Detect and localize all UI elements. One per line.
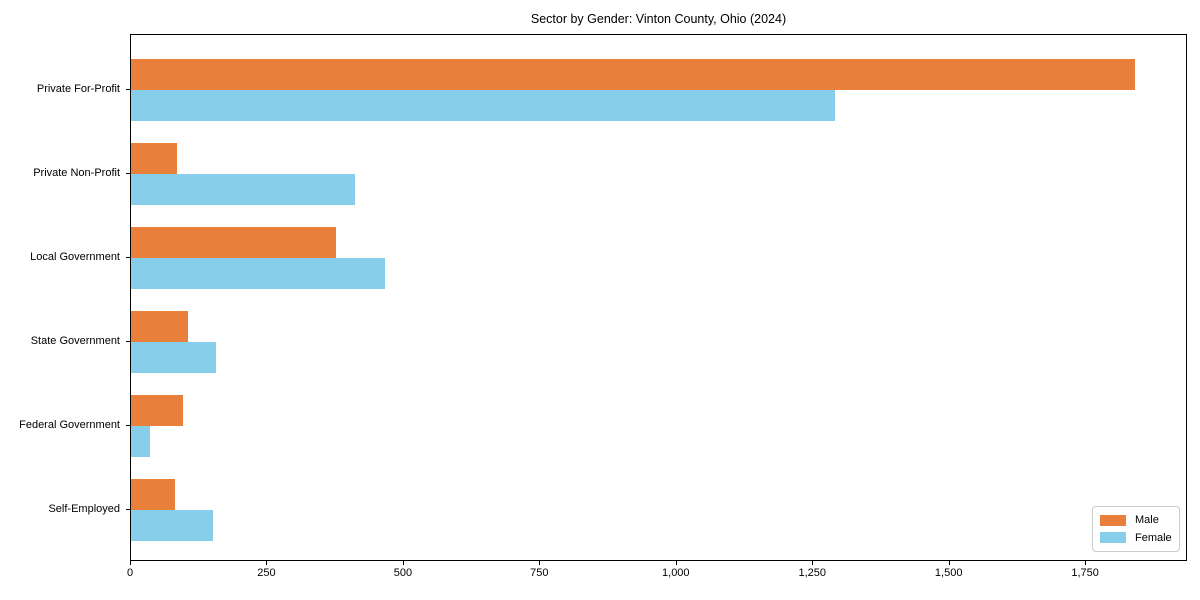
bar-female-2	[131, 257, 385, 289]
legend-label-female: Female	[1135, 531, 1172, 544]
x-tick-label-7: 1,750	[1071, 567, 1099, 579]
y-tick-mark-1	[126, 172, 130, 174]
y-tick-mark-5	[126, 508, 130, 510]
male-series-swatch	[1100, 514, 1126, 526]
legend-entry-male: Male	[1100, 514, 1172, 526]
x-tick-label-2: 500	[393, 567, 413, 579]
y-category-label-0: Private For-Profit	[36, 82, 120, 95]
bar-male-3	[131, 310, 188, 342]
bar-male-2	[131, 226, 336, 258]
x-tick-label-1: 250	[257, 567, 276, 579]
x-tick-label-4: 1,000	[662, 567, 690, 579]
y-category-label-1: Private Non-Profit	[33, 166, 120, 179]
x-tick-mark-2	[402, 561, 404, 565]
chart-title: Sector by Gender: Vinton County, Ohio (2…	[530, 12, 787, 26]
y-category-label-3: State Government	[30, 334, 120, 347]
bar-male-0	[131, 58, 1135, 90]
plot-area	[130, 34, 1187, 561]
bar-female-5	[131, 509, 213, 541]
bar-male-1	[131, 142, 177, 174]
x-tick-label-6: 1,500	[934, 567, 963, 579]
x-tick-mark-5	[812, 561, 814, 565]
bar-female-0	[131, 89, 835, 121]
bar-male-4	[131, 394, 183, 426]
x-tick-mark-3	[539, 561, 541, 565]
legend: Male Female	[1092, 506, 1180, 552]
bar-male-5	[131, 478, 175, 510]
x-tick-label-0: 0	[126, 567, 134, 579]
x-tick-mark-0	[130, 561, 131, 565]
y-category-label-2: Local Government	[30, 250, 120, 263]
y-tick-mark-2	[126, 256, 130, 258]
y-category-label-4: Federal Government	[19, 418, 120, 431]
y-tick-mark-3	[126, 340, 130, 342]
y-tick-mark-0	[126, 88, 130, 90]
x-tick-label-3: 750	[530, 567, 549, 579]
female-series-swatch	[1100, 532, 1126, 544]
bars-layer	[131, 35, 1186, 560]
bar-female-3	[131, 341, 216, 373]
x-tick-mark-7	[1085, 561, 1087, 565]
legend-label-male: Male	[1135, 514, 1159, 527]
bar-female-1	[131, 173, 355, 205]
legend-entry-female: Female	[1100, 532, 1172, 544]
y-category-label-5: Self-Employed	[48, 502, 120, 515]
x-tick-mark-6	[948, 561, 950, 565]
x-tick-label-5: 1,250	[798, 567, 826, 579]
x-tick-mark-1	[266, 561, 268, 565]
x-tick-mark-4	[675, 561, 677, 565]
bar-female-4	[131, 425, 150, 457]
y-tick-mark-4	[126, 424, 130, 426]
